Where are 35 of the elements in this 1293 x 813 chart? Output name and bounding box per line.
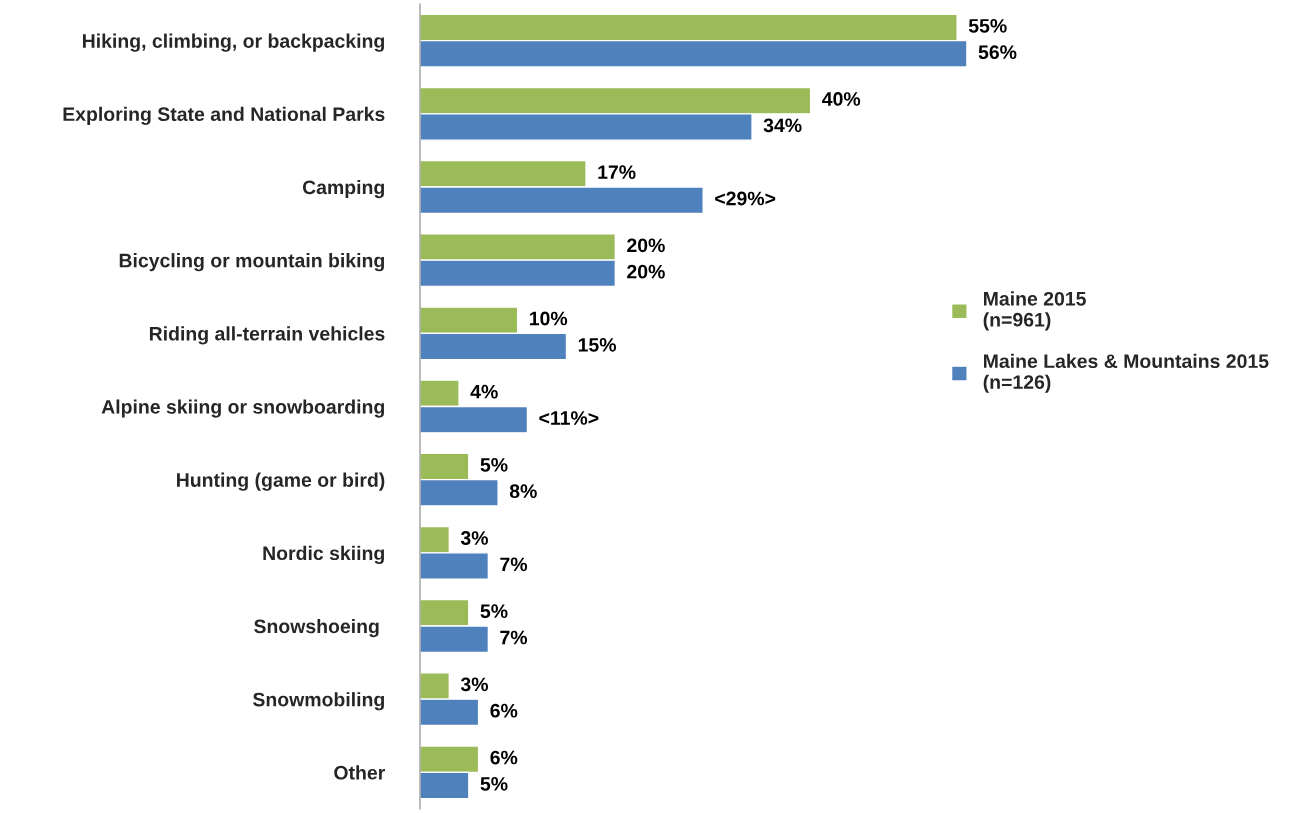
data-label: 34% bbox=[763, 118, 802, 133]
y-tick-label: Alpine skiing or snowboarding bbox=[101, 399, 384, 418]
data-label: 6% bbox=[490, 750, 518, 765]
data-label: <29%> bbox=[715, 191, 776, 206]
y-tick-label: Nordic skiing bbox=[263, 545, 384, 565]
data-label: 10% bbox=[530, 311, 568, 326]
data-label: 20% bbox=[627, 238, 665, 253]
data-label: 6% bbox=[490, 703, 518, 718]
y-tick-label: Exploring State and National Parks bbox=[63, 106, 385, 125]
y-tick-label: Hunting (game or bird) bbox=[177, 472, 385, 491]
data-label: 5% bbox=[480, 458, 508, 472]
y-tick-label: Riding all-terrain vehicles bbox=[149, 326, 385, 345]
data-label: 7% bbox=[500, 557, 528, 572]
y-tick-label: Bicycling or mountain biking bbox=[119, 253, 384, 272]
data-label: 8% bbox=[509, 484, 537, 499]
data-label: 20% bbox=[627, 264, 665, 279]
legend-label: Maine 2015 (n=961) bbox=[983, 291, 1086, 331]
data-label: <11%> bbox=[539, 411, 599, 425]
y-tick-label: Snowshoeing bbox=[254, 618, 379, 638]
y-tick-label: Snowmobiling bbox=[252, 692, 384, 711]
data-label: 7% bbox=[500, 630, 528, 645]
data-label: 3% bbox=[460, 531, 488, 545]
data-label: 40% bbox=[822, 92, 861, 106]
y-tick-label: Other bbox=[334, 765, 385, 780]
data-label: 56% bbox=[978, 45, 1017, 60]
data-label: 17% bbox=[598, 165, 636, 179]
y-tick-label: Camping bbox=[302, 179, 384, 199]
legend-label: Maine Lakes & Mountains 2015 (n=126) bbox=[983, 353, 1269, 393]
y-tick-label: Hiking, climbing, or backpacking bbox=[82, 33, 384, 52]
data-label: 55% bbox=[968, 18, 1007, 33]
data-label: 3% bbox=[460, 677, 488, 692]
data-label: 4% bbox=[470, 384, 498, 399]
data-label: 15% bbox=[578, 338, 617, 352]
data-label: 5% bbox=[480, 777, 508, 791]
data-label: 5% bbox=[480, 604, 508, 619]
